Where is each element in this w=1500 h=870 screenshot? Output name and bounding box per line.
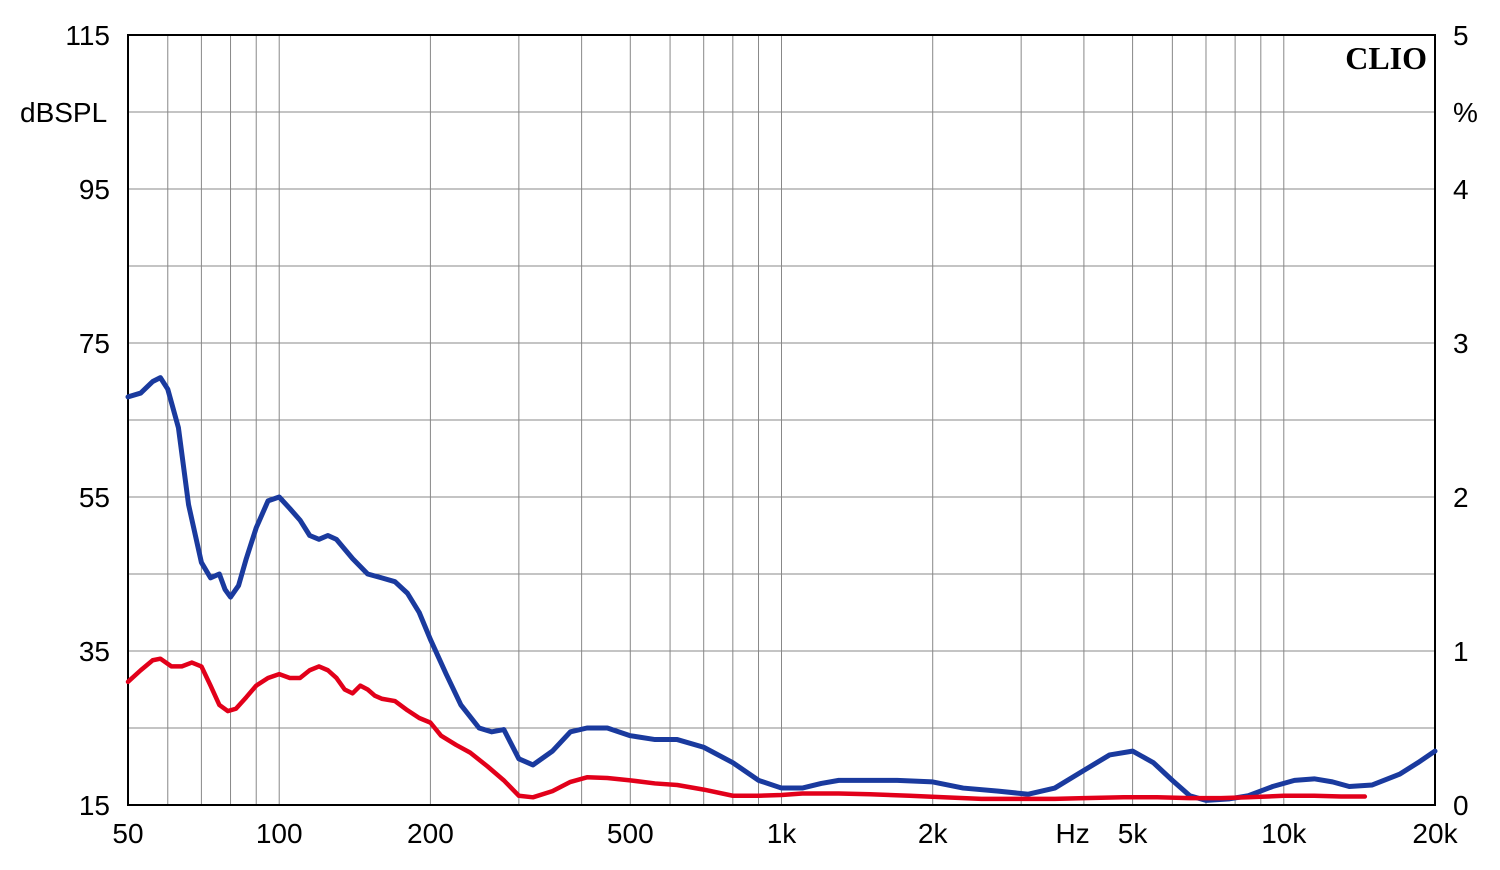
x-tick-label: 100 [256,818,303,849]
y-right-tick-label: 4 [1453,174,1469,205]
y-left-tick-label: 95 [79,174,110,205]
y-right-tick-label: 0 [1453,790,1469,821]
x-tick-label: 5k [1118,818,1149,849]
y-left-tick-label: 55 [79,482,110,513]
watermark-clio: CLIO [1345,40,1427,76]
y-left-tick-label: 15 [79,790,110,821]
x-tick-label: 200 [407,818,454,849]
chart-svg: 15 35 55 75 95 115 dBSPL 0 1 2 3 4 5% 50 100 200 500 1k 2k… [0,0,1500,870]
y-right-tick-label: 2 [1453,482,1469,513]
x-tick-label: 500 [607,818,654,849]
x-unit-label: Hz [1056,818,1090,849]
x-tick-label: 50 [112,818,143,849]
y-left-unit-label: dBSPL [20,97,107,128]
y-left-tick-label: 75 [79,328,110,359]
chart-background [0,0,1500,870]
y-right-unit-label: % [1453,97,1478,128]
x-tick-label: 10k [1261,818,1307,849]
y-right-tick-label: 1 [1453,636,1469,667]
x-tick-label: 1k [767,818,798,849]
y-left-tick-label: 35 [79,636,110,667]
y-right-tick-label: 3 [1453,328,1469,359]
y-left-tick-label: 115 [65,20,110,51]
frequency-response-chart: 15 35 55 75 95 115 dBSPL 0 1 2 3 4 5% 50 100 200 500 1k 2k… [0,0,1500,870]
x-tick-label: 20k [1412,818,1458,849]
y-right-tick-label: 5 [1453,20,1469,51]
x-tick-label: 2k [918,818,949,849]
